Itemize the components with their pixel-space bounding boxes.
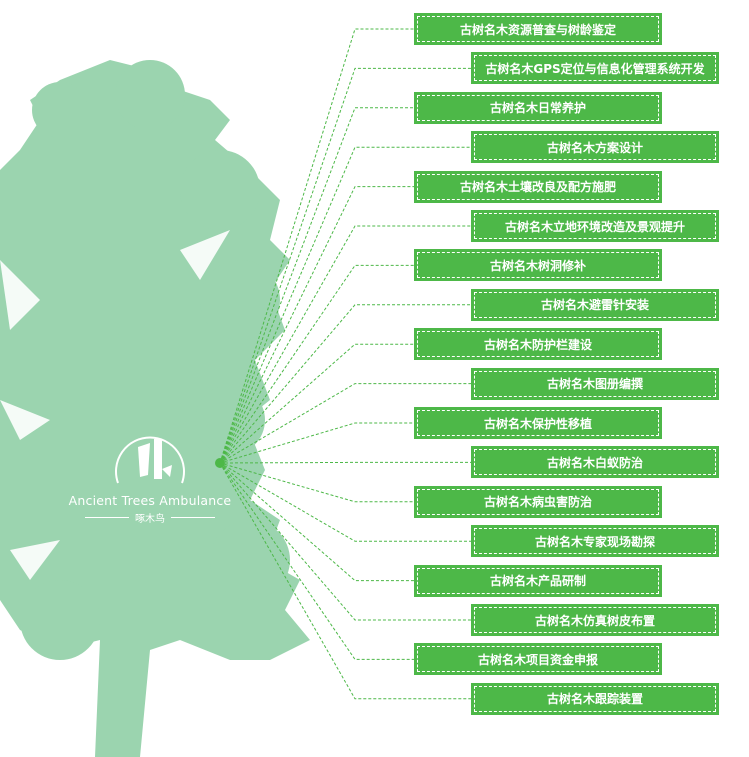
service-item: 古树名木防护栏建设: [414, 328, 662, 361]
service-item-label: 古树名木避雷针安装: [474, 291, 716, 318]
connector-line: [219, 462, 414, 660]
connector-line: [219, 304, 471, 464]
connector-line: [219, 383, 471, 464]
service-item: 古树名木病虫害防治: [414, 485, 662, 518]
service-item: 古树名木仿真树皮布置: [471, 604, 719, 636]
connector-line: [219, 462, 471, 621]
service-item: 古树名木保护性移植: [414, 407, 662, 439]
service-item-label: 古树名木资源普查与树龄鉴定: [417, 16, 659, 42]
service-item-label: 古树名木仿真树皮布置: [474, 607, 716, 633]
service-item-label: 古树名木日常养护: [417, 94, 659, 121]
connector-line: [219, 462, 471, 542]
service-item-label: 古树名木保护性移植: [417, 410, 659, 436]
service-item: 古树名木产品研制: [414, 564, 662, 597]
service-item-label: 古树名木白蚁防治: [474, 449, 716, 476]
service-item-label: 古树名木立地环境改造及景观提升: [474, 213, 716, 239]
connector-line: [219, 107, 414, 464]
service-item-label: 古树名木图册编撰: [474, 370, 716, 397]
service-item-label: 古树名木病虫害防治: [417, 488, 659, 515]
service-item-label: 古树名木跟踪装置: [474, 685, 716, 712]
connector-line: [219, 461, 471, 464]
service-item: 古树名木图册编撰: [471, 367, 719, 400]
service-item: 古树名木GPS定位与信息化管理系统开发: [471, 52, 719, 85]
logo-name-en: Ancient Trees Ambulance: [68, 493, 232, 508]
connector-line: [219, 67, 471, 464]
service-item-label: 古树名木防护栏建设: [417, 331, 659, 358]
woodpecker-logo-icon: [115, 436, 185, 484]
service-item: 古树名木日常养护: [414, 91, 662, 124]
service-item: 古树名木避雷针安装: [471, 288, 719, 321]
service-item: 古树名木专家现场勘探: [471, 525, 719, 558]
service-item-label: 古树名木专家现场勘探: [474, 528, 716, 555]
service-item: 古树名木跟踪装置: [471, 682, 719, 715]
connector-lines: [219, 28, 471, 700]
service-item-label: 古树名木树洞修补: [417, 252, 659, 279]
service-item: 古树名木方案设计: [471, 131, 719, 164]
service-item: 古树名木树洞修补: [414, 249, 662, 282]
logo: Ancient Trees Ambulance 啄木鸟: [62, 425, 238, 525]
service-item-label: 古树名木方案设计: [474, 134, 716, 161]
logo-name-cn: 啄木鸟: [135, 514, 165, 525]
connector-line: [219, 462, 414, 503]
service-item: 古树名木立地环境改造及景观提升: [471, 210, 719, 242]
connector-line: [219, 422, 414, 464]
service-item-label: 古树名木产品研制: [417, 567, 659, 594]
connector-line: [219, 186, 414, 464]
service-item-label: 古树名木GPS定位与信息化管理系统开发: [474, 55, 716, 82]
service-item: 古树名木土壤改良及配方施肥: [414, 170, 662, 203]
service-item-label: 古树名木项目资金申报: [417, 646, 659, 673]
service-item: 古树名木项目资金申报: [414, 643, 662, 676]
connector-line: [219, 28, 414, 464]
connector-line: [219, 225, 471, 464]
connector-line: [219, 462, 471, 700]
service-item-label: 古树名木土壤改良及配方施肥: [417, 173, 659, 200]
hub-dot: [215, 458, 225, 468]
service-item: 古树名木白蚁防治: [471, 446, 719, 479]
service-item: 古树名木资源普查与树龄鉴定: [414, 13, 662, 45]
connector-line: [219, 146, 471, 464]
